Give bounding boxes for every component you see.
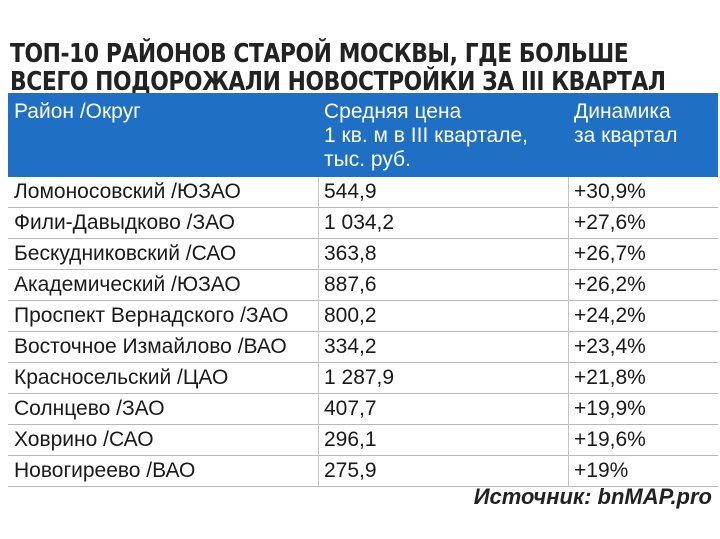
cell-change: +19% (574, 459, 629, 482)
table-body: Ломоносовский /ЮЗАО 544,9 +30,9% Фили-Давыд… (8, 177, 718, 487)
cell-price: 363,8 (324, 242, 377, 265)
cell-district: Ломоносовский /ЮЗАО (14, 180, 241, 203)
table-row: Красносельский /ЦАО 1 287,9 +21,8% (8, 363, 718, 394)
header-change-line-2: за квартал (574, 124, 678, 147)
cell-price: 296,1 (324, 428, 377, 451)
cell-district: Новогиреево /ВАО (14, 459, 196, 482)
cell-district: Восточное Измайлово /ВАО (14, 335, 287, 358)
cell-change: +26,7% (574, 242, 646, 265)
cell-price: 887,6 (324, 273, 377, 296)
cell-price: 334,2 (324, 335, 377, 358)
cell-change: +21,8% (574, 366, 646, 389)
column-divider (318, 177, 319, 487)
page-title: ТОП-10 РАЙОНОВ СТАРОЙ МОСКВЫ, ГДЕ БОЛЬШЕ… (10, 39, 666, 97)
data-table: Район /Округ Средняя цена 1 кв. м в III … (8, 93, 718, 487)
cell-price: 800,2 (324, 304, 377, 327)
cell-price: 275,9 (324, 459, 377, 482)
table-header: Район /Округ Средняя цена 1 кв. м в III … (8, 93, 718, 177)
table-row: Восточное Измайлово /ВАО 334,2 +23,4% (8, 332, 718, 363)
cell-change: +19,6% (574, 428, 646, 451)
table-row: Новогиреево /ВАО 275,9 +19% (8, 456, 718, 487)
table-row: Солнцево /ЗАО 407,7 +19,9% (8, 394, 718, 425)
source-note: Источник: bnMAP.pro (473, 484, 712, 509)
cell-change: +26,2% (574, 273, 646, 296)
table-row: Фили-Давыдково /ЗАО 1 034,2 +27,6% (8, 208, 718, 239)
title-line-2: ВСЕГО ПОДОРОЖАЛИ НОВОСТРОЙКИ ЗА III КВАР… (10, 67, 666, 97)
header-district: Район /Округ (14, 100, 141, 123)
cell-change: +24,2% (574, 304, 646, 327)
cell-price: 544,9 (324, 180, 377, 203)
cell-district: Солнцево /ЗАО (14, 397, 165, 420)
table-row: Проспект Вернадского /ЗАО 800,2 +24,2% (8, 301, 718, 332)
header-price: Средняя цена 1 кв. м в III квартале, тыс… (324, 100, 564, 172)
column-divider (568, 177, 569, 487)
header-change: Динамика за квартал (574, 100, 720, 148)
table-row: Академический /ЮЗАО 887,6 +26,2% (8, 270, 718, 301)
header-price-line-3: тыс. руб. (324, 148, 411, 171)
cell-district: Проспект Вернадского /ЗАО (14, 304, 289, 327)
header-price-line-1: Средняя цена (324, 100, 462, 123)
table-row: Бескудниковский /САО 363,8 +26,7% (8, 239, 718, 270)
title-line-1: ТОП-10 РАЙОНОВ СТАРОЙ МОСКВЫ, ГДЕ БОЛЬШЕ (10, 39, 629, 69)
cell-district: Красносельский /ЦАО (14, 366, 229, 389)
cell-change: +27,6% (574, 211, 646, 234)
cell-price: 1 287,9 (324, 366, 395, 389)
cell-district: Академический /ЮЗАО (14, 273, 241, 296)
header-price-line-2: 1 кв. м в III квартале, (324, 124, 528, 147)
cell-change: +30,9% (574, 180, 646, 203)
table-row: Ломоносовский /ЮЗАО 544,9 +30,9% (8, 177, 718, 208)
table-row: Ховрино /САО 296,1 +19,6% (8, 425, 718, 456)
header-change-line-1: Динамика (574, 100, 671, 123)
cell-district: Ховрино /САО (14, 428, 154, 451)
cell-district: Бескудниковский /САО (14, 242, 237, 265)
cell-district: Фили-Давыдково /ЗАО (14, 211, 236, 234)
cell-change: +19,9% (574, 397, 646, 420)
cell-price: 1 034,2 (324, 211, 395, 234)
cell-price: 407,7 (324, 397, 377, 420)
cell-change: +23,4% (574, 335, 646, 358)
